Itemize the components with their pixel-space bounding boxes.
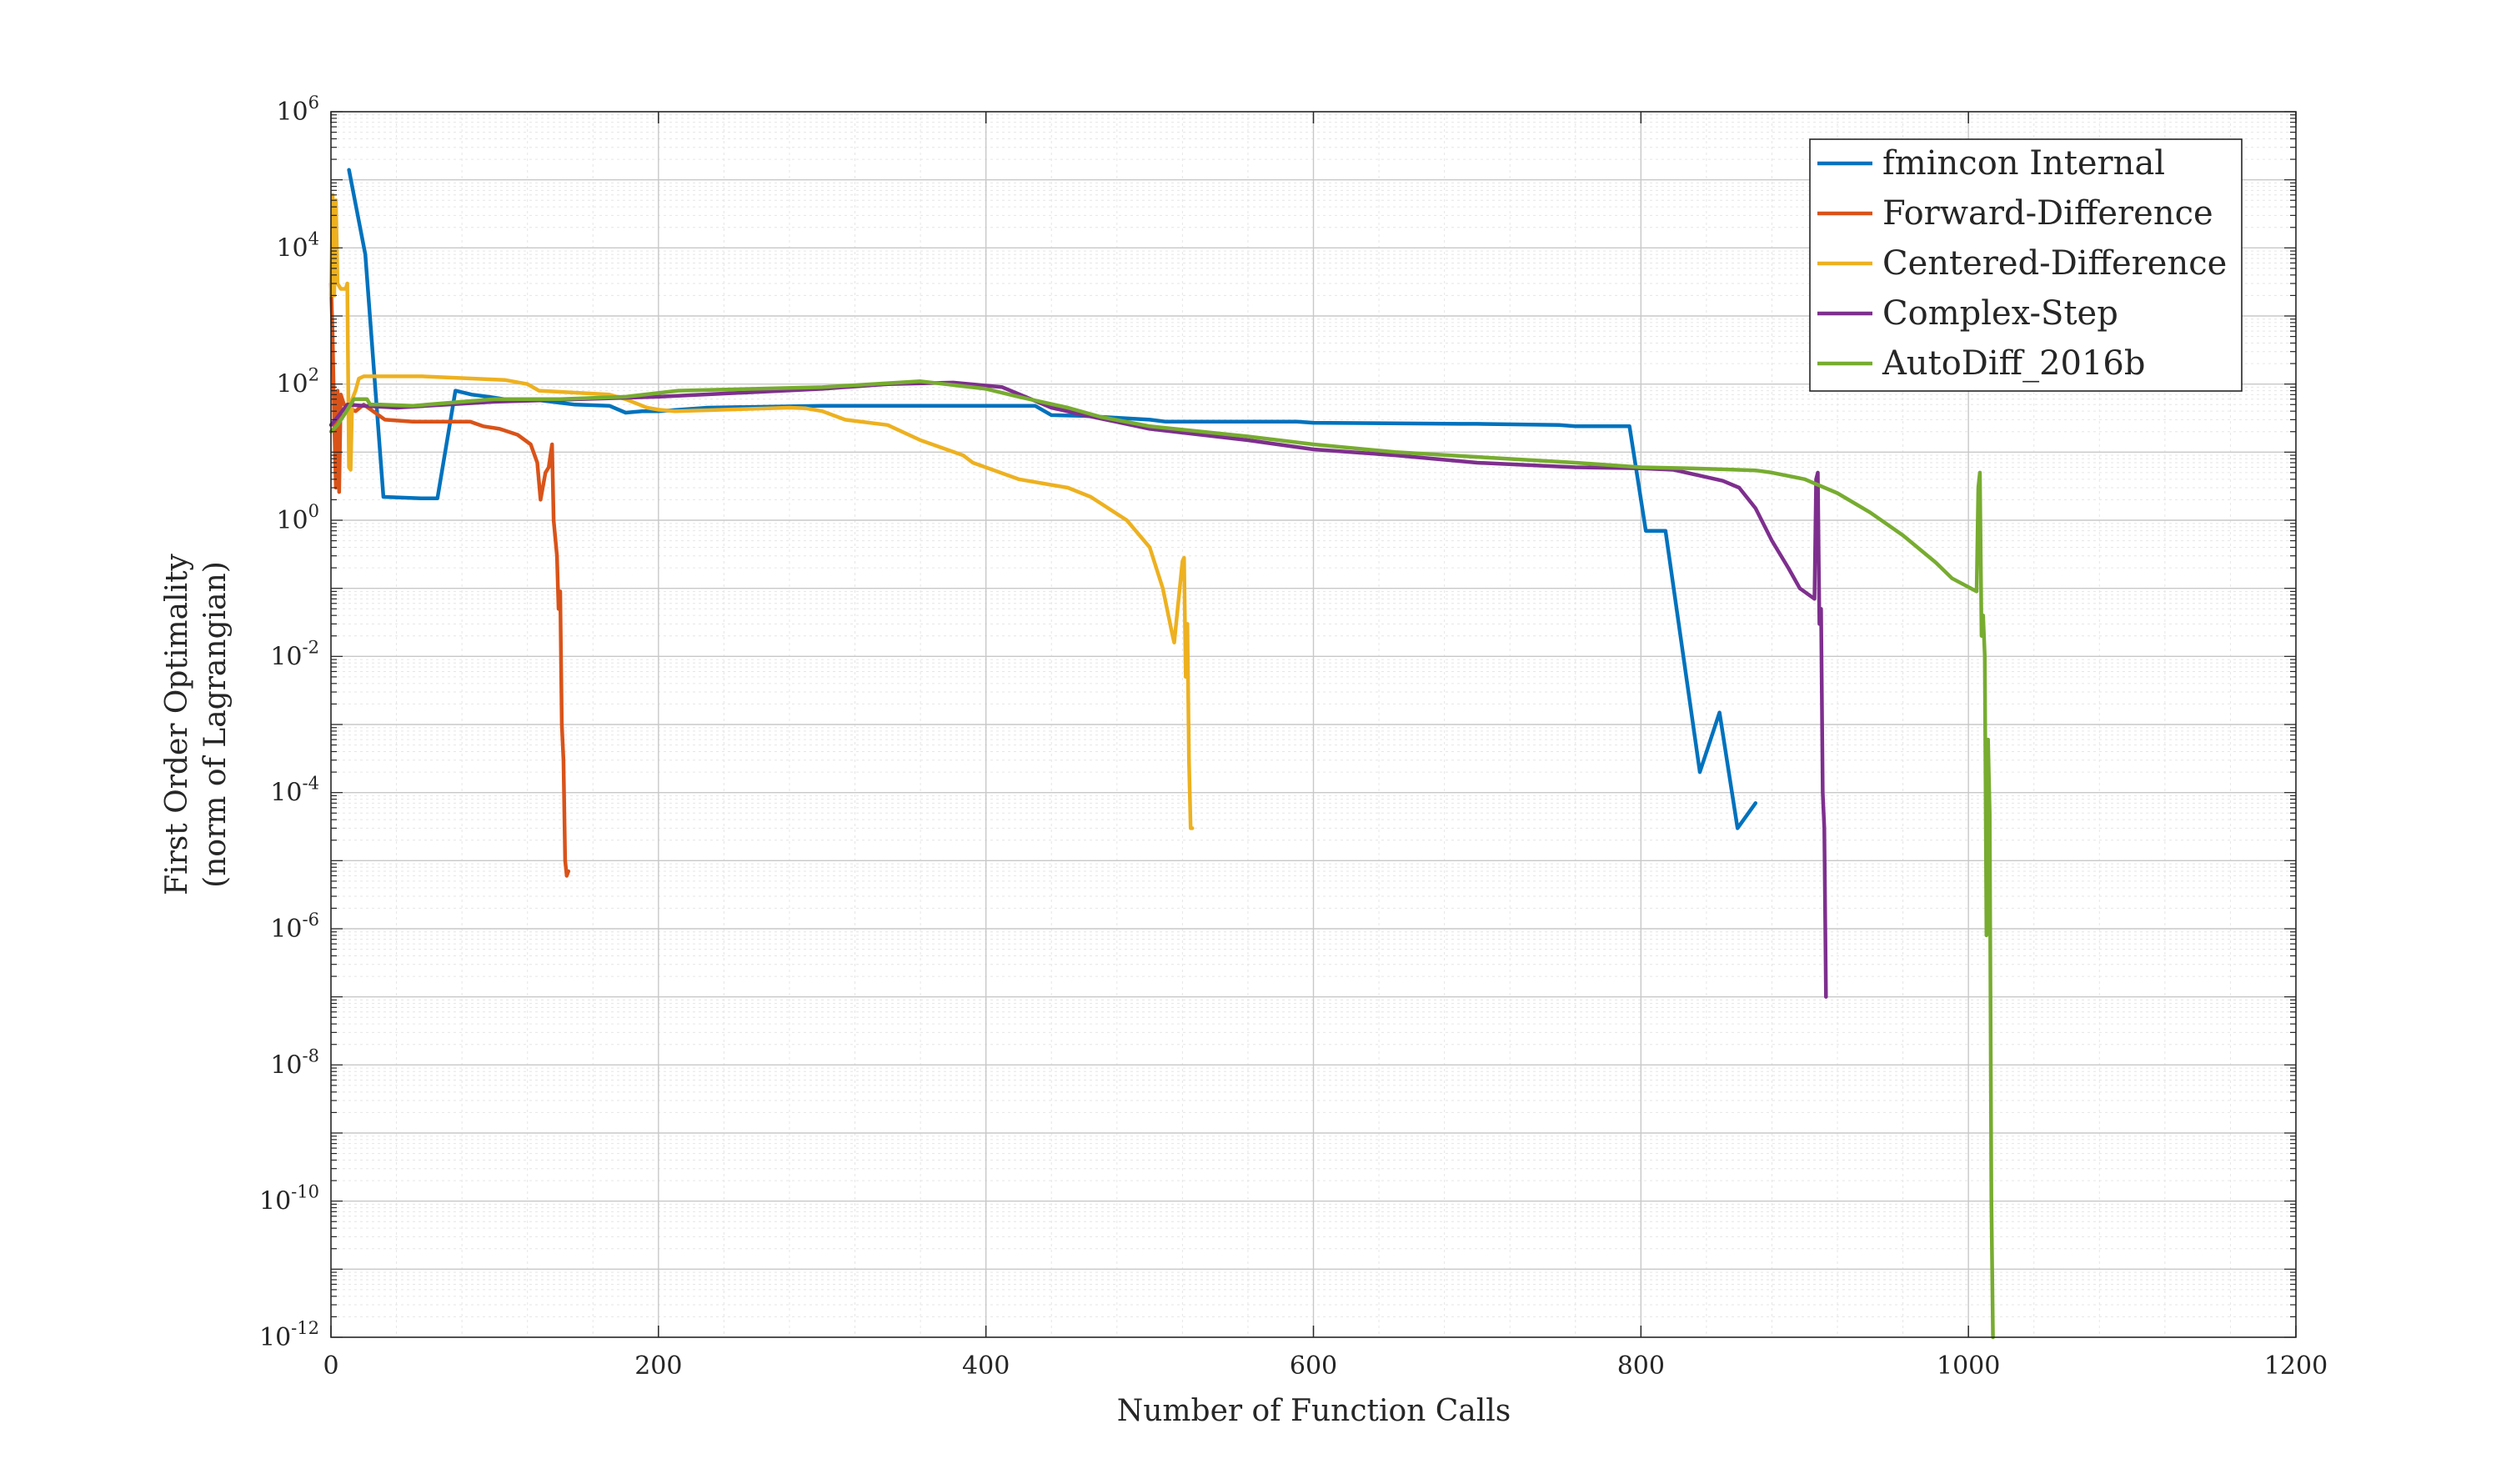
y-axis-label-line-2: (norm of Lagrangian) [198,561,233,888]
x-axis-label: Number of Function Calls [1117,1394,1511,1428]
y-tick-label: 104 [276,228,319,263]
y-tick-label: 10-10 [259,1182,319,1216]
y-tick-label: 106 [276,93,319,127]
legend-label-1: fmincon Internal [1882,144,2165,183]
axis-ticks [330,111,2297,1338]
y-axis-label-line-1: First Order Optimality [160,553,194,895]
major-grid [331,112,2296,1337]
series-line-3 [328,193,1195,830]
series-line-5 [328,379,1995,1340]
series-line-2 [328,281,571,878]
x-tick-label: 800 [1617,1351,1665,1381]
y-tick-labels: 106 104 102 100 10-2 10-4 10-6 10-8 10-10 10-12 [259,93,319,1352]
legend-box [1809,138,2243,392]
x-tick-label: 0 [323,1351,338,1381]
y-tick-label: 102 [276,365,319,399]
y-tick-label: 100 [276,501,319,535]
x-tick-label: 600 [1290,1351,1337,1381]
series-layer [328,168,1995,1340]
y-tick-label: 10-4 [270,774,319,808]
x-tick-label: 1200 [2264,1351,2328,1381]
legend-label-5: AutoDiff_2016b [1882,344,2146,383]
legend-label-4: Complex-Step [1882,294,2118,333]
x-tick-label: 1000 [1937,1351,2000,1381]
x-tick-labels: 0 200 400 600 800 1000 1200 [323,1351,2328,1381]
y-tick-label: 10-6 [270,910,319,944]
y-tick-label: 10-8 [270,1045,319,1080]
legend: fmincon Internal Forward-Difference Center… [1809,138,2243,392]
x-tick-label: 400 [962,1351,1010,1381]
x-tick-label: 200 [634,1351,682,1381]
legend-label-3: Centered-Difference [1882,244,2227,283]
y-tick-label: 10-12 [259,1318,319,1352]
y-tick-label: 10-2 [270,637,319,671]
legend-label-2: Forward-Difference [1882,194,2213,233]
series-line-1 [347,168,1758,830]
